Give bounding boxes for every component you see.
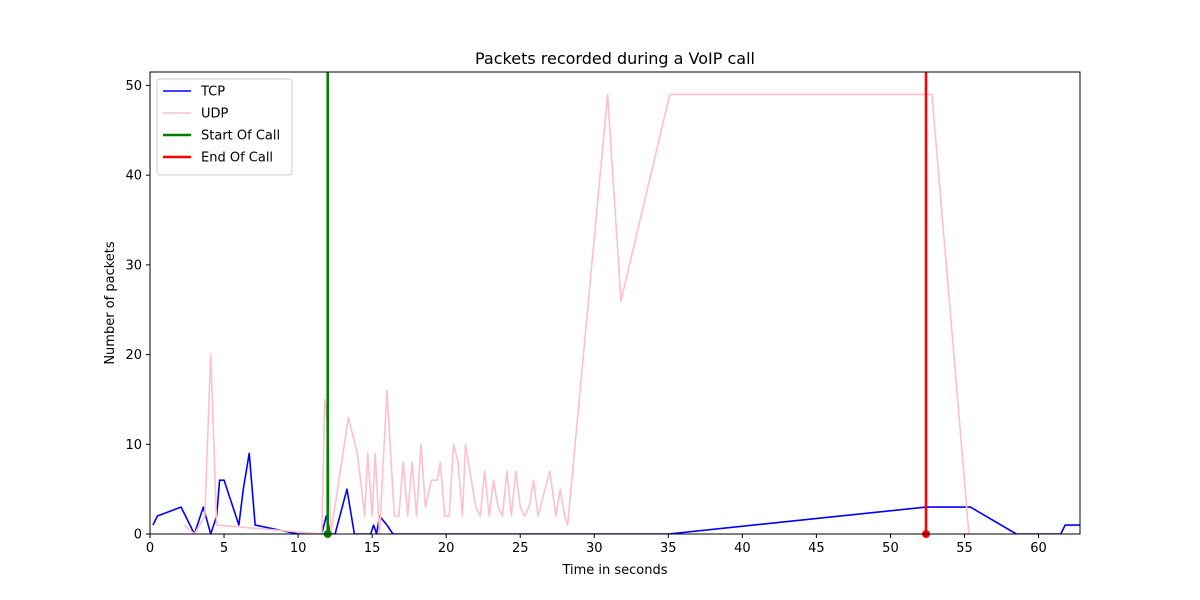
axes: 0 5 10 15 20 25 30 35 40 45 50 55 60 0 10 20 30 40 50 xyxy=(125,71,1081,556)
legend-label-udp: UDP xyxy=(201,107,229,122)
y-tick-label: 30 xyxy=(125,258,142,273)
plot-series-group xyxy=(152,72,1080,534)
legend-label-end-of-call: End Of Call xyxy=(201,151,273,166)
legend-label-start-of-call: Start Of Call xyxy=(201,129,280,144)
chart-title: Packets recorded during a VoIP call xyxy=(475,49,755,68)
x-tick-label: 35 xyxy=(660,541,677,556)
x-tick-label: 40 xyxy=(734,541,751,556)
series-line-tcp xyxy=(152,452,1080,534)
x-tick-label: 15 xyxy=(364,541,381,556)
legend: TCP UDP Start Of Call End Of Call xyxy=(156,78,293,176)
y-tick-label: 0 xyxy=(134,528,142,543)
x-tick-label: 55 xyxy=(956,541,973,556)
plot-area xyxy=(152,72,1080,538)
x-tick-label: 25 xyxy=(512,541,529,556)
x-tick-label: 0 xyxy=(146,541,154,556)
x-tick-label: 30 xyxy=(586,541,603,556)
x-tick-label: 60 xyxy=(1030,541,1047,556)
x-axis-label: Time in seconds xyxy=(561,563,667,578)
series-line-udp xyxy=(183,93,970,534)
legend-label-tcp: TCP xyxy=(200,85,225,100)
axes-frame xyxy=(149,71,1081,535)
y-tick-label: 50 xyxy=(125,79,142,94)
x-tick-label: 10 xyxy=(290,541,307,556)
y-axis-label: Number of packets xyxy=(103,241,118,365)
legend-box xyxy=(156,78,293,176)
x-tick-label: 45 xyxy=(808,541,825,556)
y-tick-label: 10 xyxy=(125,438,142,453)
x-tick-label: 20 xyxy=(438,541,455,556)
y-tick-label: 40 xyxy=(125,169,142,184)
x-tick-label: 50 xyxy=(882,541,899,556)
x-tick-label: 5 xyxy=(220,541,228,556)
y-tick-label: 20 xyxy=(125,348,142,363)
